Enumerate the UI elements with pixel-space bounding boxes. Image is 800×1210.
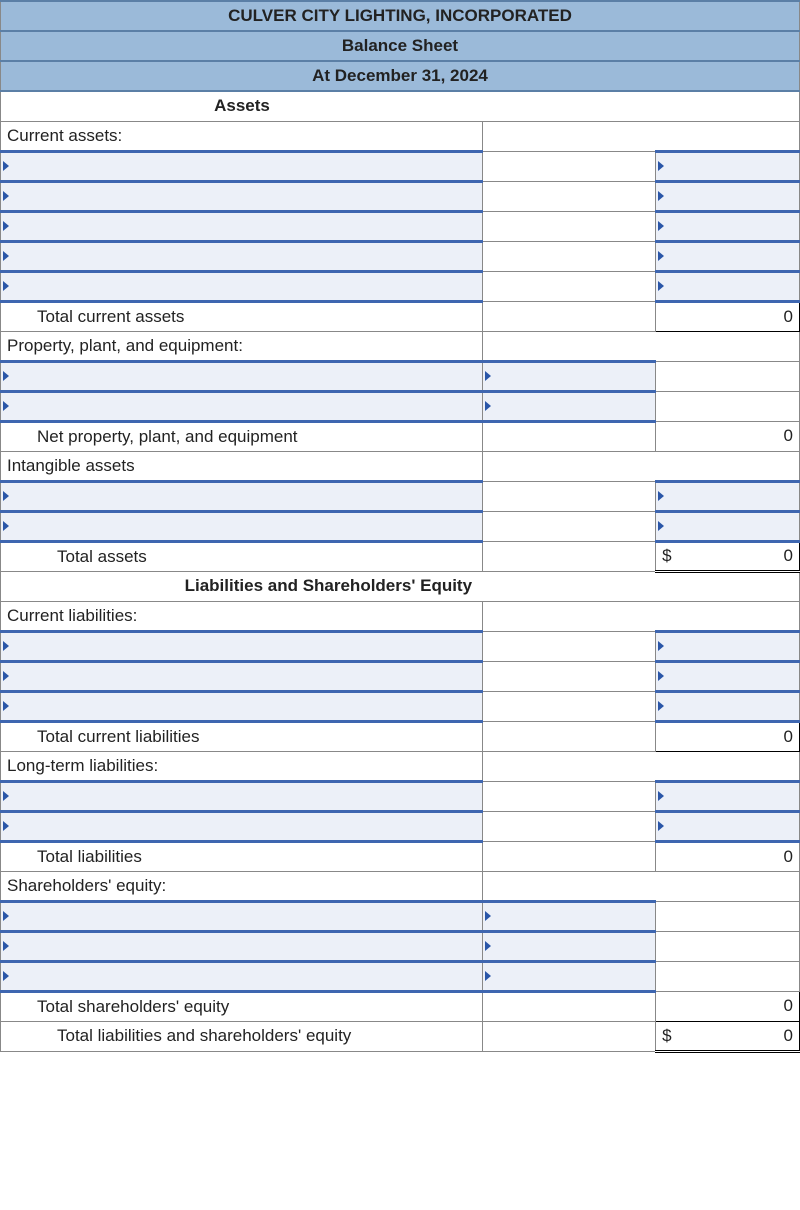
lt-liab-val2b[interactable] [656, 811, 800, 841]
total-sh-equity-label: Total shareholders' equity [1, 991, 483, 1021]
current-liab-val2b[interactable] [656, 661, 800, 691]
current-liab-item-3[interactable] [1, 691, 483, 721]
total-current-assets-value: 0 [656, 301, 800, 331]
total-assets-label: Total assets [1, 541, 483, 571]
intangible-val2a[interactable] [483, 511, 656, 541]
net-ppe-value: 0 [656, 421, 800, 451]
ppe-item-1[interactable] [1, 361, 483, 391]
total-current-liab-value: 0 [656, 721, 800, 751]
current-liab-val1b[interactable] [656, 631, 800, 661]
total-liab-value: 0 [656, 841, 800, 871]
ppe-val1[interactable] [483, 361, 656, 391]
ppe-item-2[interactable] [1, 391, 483, 421]
intangible-val1a[interactable] [483, 481, 656, 511]
current-liab-item-2[interactable] [1, 661, 483, 691]
intangible-item-2[interactable] [1, 511, 483, 541]
lt-liab-item-1[interactable] [1, 781, 483, 811]
equity-val2[interactable] [483, 931, 656, 961]
intangible-val2b[interactable] [656, 511, 800, 541]
current-asset-val5a[interactable] [483, 271, 656, 301]
current-asset-item-1[interactable] [1, 151, 483, 181]
long-term-liab-label: Long-term liabilities: [1, 751, 483, 781]
current-asset-val4a[interactable] [483, 241, 656, 271]
total-assets-value: $0 [656, 541, 800, 571]
equity-item-2[interactable] [1, 931, 483, 961]
current-assets-label: Current assets: [1, 121, 483, 151]
lt-liab-val1a[interactable] [483, 781, 656, 811]
current-asset-val3b[interactable] [656, 211, 800, 241]
total-current-assets-label: Total current assets [1, 301, 483, 331]
total-liab-equity-value: $0 [656, 1021, 800, 1051]
current-liab-val3a[interactable] [483, 691, 656, 721]
assets-section-header: Assets [1, 91, 483, 121]
current-liab-item-1[interactable] [1, 631, 483, 661]
date-header: At December 31, 2024 [1, 61, 800, 91]
total-liab-label: Total liabilities [1, 841, 483, 871]
total-sh-equity-value: 0 [656, 991, 800, 1021]
current-asset-val5b[interactable] [656, 271, 800, 301]
current-asset-val1a[interactable] [483, 151, 656, 181]
equity-val3[interactable] [483, 961, 656, 991]
ppe-label: Property, plant, and equipment: [1, 331, 483, 361]
equity-item-3[interactable] [1, 961, 483, 991]
current-liab-val1a[interactable] [483, 631, 656, 661]
current-asset-val2b[interactable] [656, 181, 800, 211]
equity-item-1[interactable] [1, 901, 483, 931]
company-header: CULVER CITY LIGHTING, INCORPORATED [1, 1, 800, 31]
current-asset-val2a[interactable] [483, 181, 656, 211]
current-liab-val3b[interactable] [656, 691, 800, 721]
title-header: Balance Sheet [1, 31, 800, 61]
liab-equity-section-header: Liabilities and Shareholders' Equity [1, 571, 656, 601]
sh-equity-label: Shareholders' equity: [1, 871, 483, 901]
intangible-label: Intangible assets [1, 451, 483, 481]
intangible-item-1[interactable] [1, 481, 483, 511]
current-liab-val2a[interactable] [483, 661, 656, 691]
lt-liab-val2a[interactable] [483, 811, 656, 841]
current-liab-label: Current liabilities: [1, 601, 483, 631]
current-asset-val1b[interactable] [656, 151, 800, 181]
current-asset-item-2[interactable] [1, 181, 483, 211]
ppe-val2[interactable] [483, 391, 656, 421]
lt-liab-item-2[interactable] [1, 811, 483, 841]
net-ppe-label: Net property, plant, and equipment [1, 421, 483, 451]
total-current-liab-label: Total current liabilities [1, 721, 483, 751]
equity-val1[interactable] [483, 901, 656, 931]
current-asset-item-4[interactable] [1, 241, 483, 271]
current-asset-val4b[interactable] [656, 241, 800, 271]
current-asset-item-5[interactable] [1, 271, 483, 301]
intangible-val1b[interactable] [656, 481, 800, 511]
current-asset-val3a[interactable] [483, 211, 656, 241]
balance-sheet-table: CULVER CITY LIGHTING, INCORPORATED Balan… [0, 0, 800, 1053]
total-liab-equity-label: Total liabilities and shareholders' equi… [1, 1021, 483, 1051]
lt-liab-val1b[interactable] [656, 781, 800, 811]
current-asset-item-3[interactable] [1, 211, 483, 241]
